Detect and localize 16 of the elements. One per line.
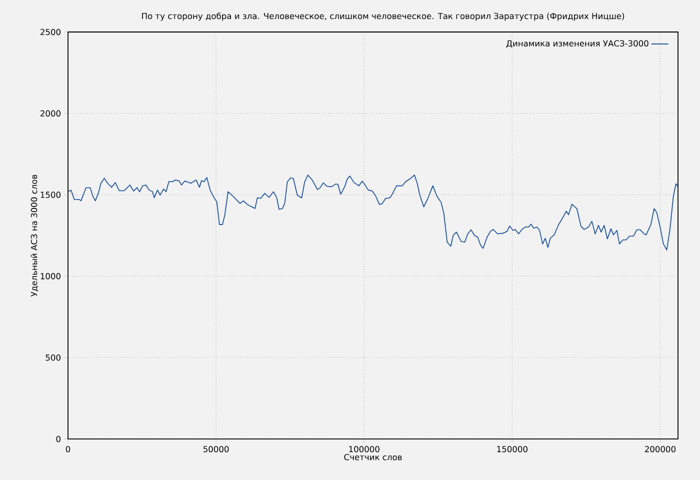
y-tick-label: 2500 <box>40 28 60 36</box>
y-tick-label: 2000 <box>40 110 60 117</box>
y-tick-label: 0 <box>56 436 60 442</box>
x-tick-label: 200000 <box>645 446 676 452</box>
x-tick-label: 100000 <box>349 446 380 452</box>
legend-label: Динамика изменения УАСЗ-3000 <box>506 40 648 48</box>
x-axis-title: Счетчик слов <box>344 454 402 460</box>
y-tick-label: 1000 <box>40 273 60 280</box>
y-axis-title: Удельный АСЗ на 3000 слов <box>30 174 38 296</box>
chart-title: По ту сторону добра и зла. Человеческое, слишком человеческое. Так говорил Заратустра (Фридрих Ницше) <box>142 12 624 21</box>
line-series <box>68 174 678 250</box>
x-tick-label: 150000 <box>497 446 528 452</box>
x-tick-label: 0 <box>66 446 70 452</box>
y-tick-label: 1500 <box>40 192 60 198</box>
y-tick-label: 500 <box>46 354 60 361</box>
x-tick-label: 50000 <box>204 446 229 452</box>
